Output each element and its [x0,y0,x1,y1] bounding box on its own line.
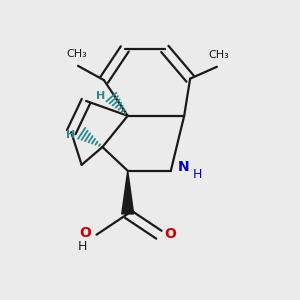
Text: H: H [193,168,202,181]
Text: CH₃: CH₃ [66,49,87,59]
Text: O: O [79,226,91,240]
Text: H: H [96,91,105,100]
Text: O: O [164,227,176,241]
Text: H: H [77,239,87,253]
Text: N: N [177,160,189,174]
Polygon shape [122,171,134,214]
Text: CH₃: CH₃ [208,50,229,60]
Text: H: H [66,130,75,140]
